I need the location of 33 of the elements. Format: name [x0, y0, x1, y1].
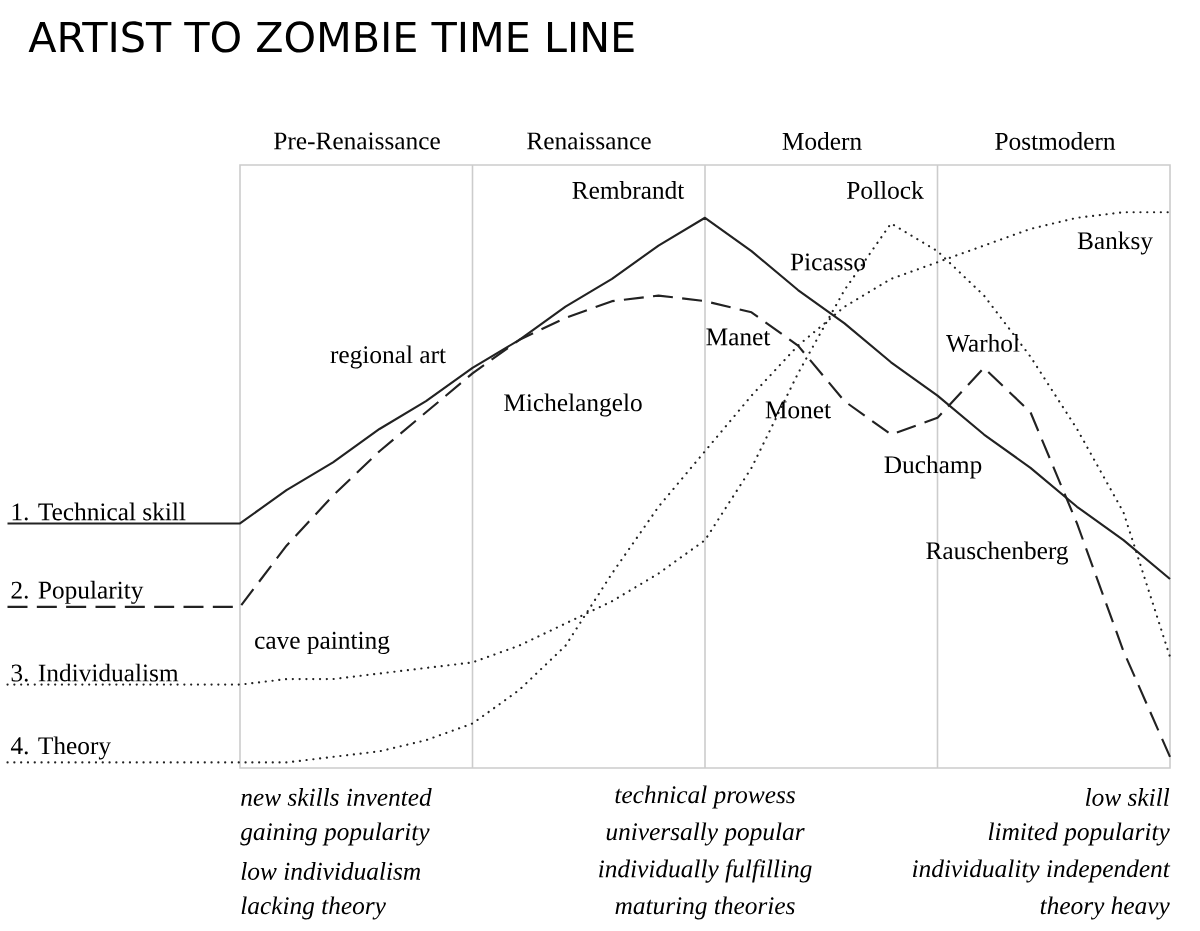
text: maturing theories — [615, 896, 795, 920]
annotation: regional art — [330, 345, 446, 369]
text: new skills invented — [241, 788, 432, 806]
annotation: Banksy — [1077, 231, 1153, 255]
text: Pollock — [847, 181, 924, 199]
text: lacking theory — [241, 896, 386, 920]
annotation: cave painting — [255, 631, 390, 655]
annotation: Warhol — [946, 334, 1020, 352]
series-label: 4. Theory — [10, 736, 111, 760]
text: Renaissance — [527, 132, 651, 150]
text: theory heavy — [1040, 896, 1170, 920]
text: gaining popularity — [240, 822, 430, 846]
text: low individualism — [241, 862, 421, 880]
text: universally popular — [606, 822, 805, 846]
text: Rembrandt — [572, 181, 685, 199]
text: limited popularity — [988, 822, 1170, 846]
series-label: 1. Technical skill — [12, 502, 186, 521]
text: low skill — [1085, 788, 1170, 806]
annotation: Picasso — [790, 253, 866, 271]
text: individuality independent — [912, 859, 1171, 883]
annotation: Duchamp — [884, 455, 982, 479]
annotation: Rauschenberg — [926, 541, 1069, 565]
text: individually fulfilling — [599, 859, 812, 883]
text: Pre-Renaissance — [274, 132, 440, 150]
annotation: Michelangelo — [504, 393, 642, 417]
series-label: 2. Popularity — [11, 580, 144, 604]
text: Modern — [782, 132, 862, 150]
text: technical prowess — [615, 785, 795, 809]
series-label: 3. Individualism — [11, 663, 179, 682]
annotation: Manet — [706, 328, 771, 346]
text: Postmodern — [995, 132, 1116, 150]
annotation: Monet — [765, 401, 831, 419]
chart-title: ARTIST TO ZOMBIE TIME LINE — [28, 21, 634, 53]
